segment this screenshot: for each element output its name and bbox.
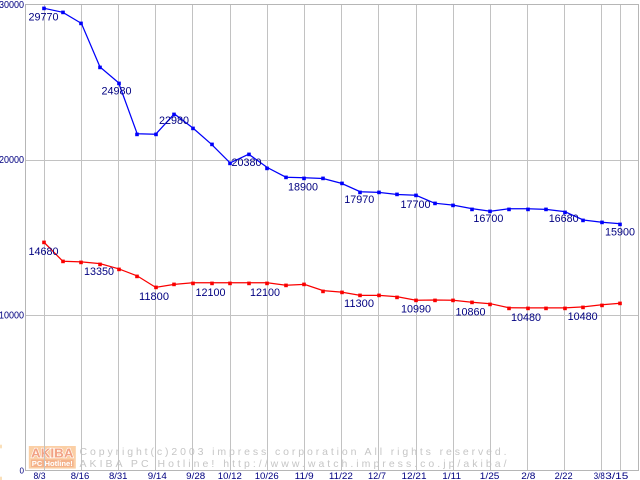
svg-text:10480: 10480 (511, 312, 541, 324)
svg-text:12/7: 12/7 (368, 471, 386, 480)
svg-text:10990: 10990 (401, 304, 431, 316)
svg-text:10/12: 10/12 (218, 471, 242, 480)
svg-text:1/11: 1/11 (442, 471, 461, 480)
svg-text:3/15: 3/15 (605, 471, 628, 480)
svg-text:9/14: 9/14 (148, 471, 168, 480)
svg-text:AKIBA: AKIBA (31, 445, 74, 460)
svg-text:15900: 15900 (605, 227, 635, 239)
svg-text:12/21: 12/21 (402, 471, 427, 480)
svg-text:2/22: 2/22 (555, 471, 573, 480)
svg-text:1/25: 1/25 (480, 471, 500, 480)
svg-text:16700: 16700 (473, 213, 503, 225)
svg-text:18900: 18900 (288, 181, 318, 193)
svg-text:10480: 10480 (568, 311, 598, 323)
svg-text:8/16: 8/16 (71, 471, 90, 480)
svg-text:10000: 10000 (0, 311, 24, 322)
svg-text:16680: 16680 (549, 213, 579, 225)
svg-text:30000: 30000 (0, 0, 24, 11)
svg-text:29770: 29770 (29, 12, 59, 24)
svg-text:8/31: 8/31 (109, 471, 128, 480)
svg-text:12100: 12100 (250, 287, 280, 299)
svg-text:PC Hotline!: PC Hotline! (32, 461, 73, 468)
svg-text:22980: 22980 (159, 115, 189, 127)
svg-text:20380: 20380 (232, 157, 262, 169)
svg-text:3/8: 3/8 (594, 471, 605, 480)
svg-text:24980: 24980 (102, 85, 132, 97)
svg-text:10/26: 10/26 (255, 471, 279, 480)
svg-text:11/22: 11/22 (329, 471, 353, 480)
svg-text:11/9: 11/9 (295, 471, 314, 480)
svg-text:10860: 10860 (456, 306, 486, 318)
svg-text:0: 0 (20, 467, 25, 476)
svg-text:14680: 14680 (29, 246, 59, 258)
svg-text:17700: 17700 (401, 199, 431, 211)
svg-text:13350: 13350 (84, 266, 114, 278)
svg-text:8/3: 8/3 (34, 471, 46, 480)
svg-text:11300: 11300 (344, 298, 374, 310)
svg-text:20000: 20000 (0, 155, 24, 166)
svg-text:17970: 17970 (344, 194, 374, 206)
svg-text:12100: 12100 (196, 287, 226, 299)
svg-text:2/8: 2/8 (521, 471, 535, 480)
svg-text:9/28: 9/28 (186, 471, 205, 480)
svg-text:11800: 11800 (139, 291, 169, 303)
svg-text:AKIBA PC Hotline! http://www.: AKIBA PC Hotline! http://www.watch.impre… (80, 458, 507, 470)
